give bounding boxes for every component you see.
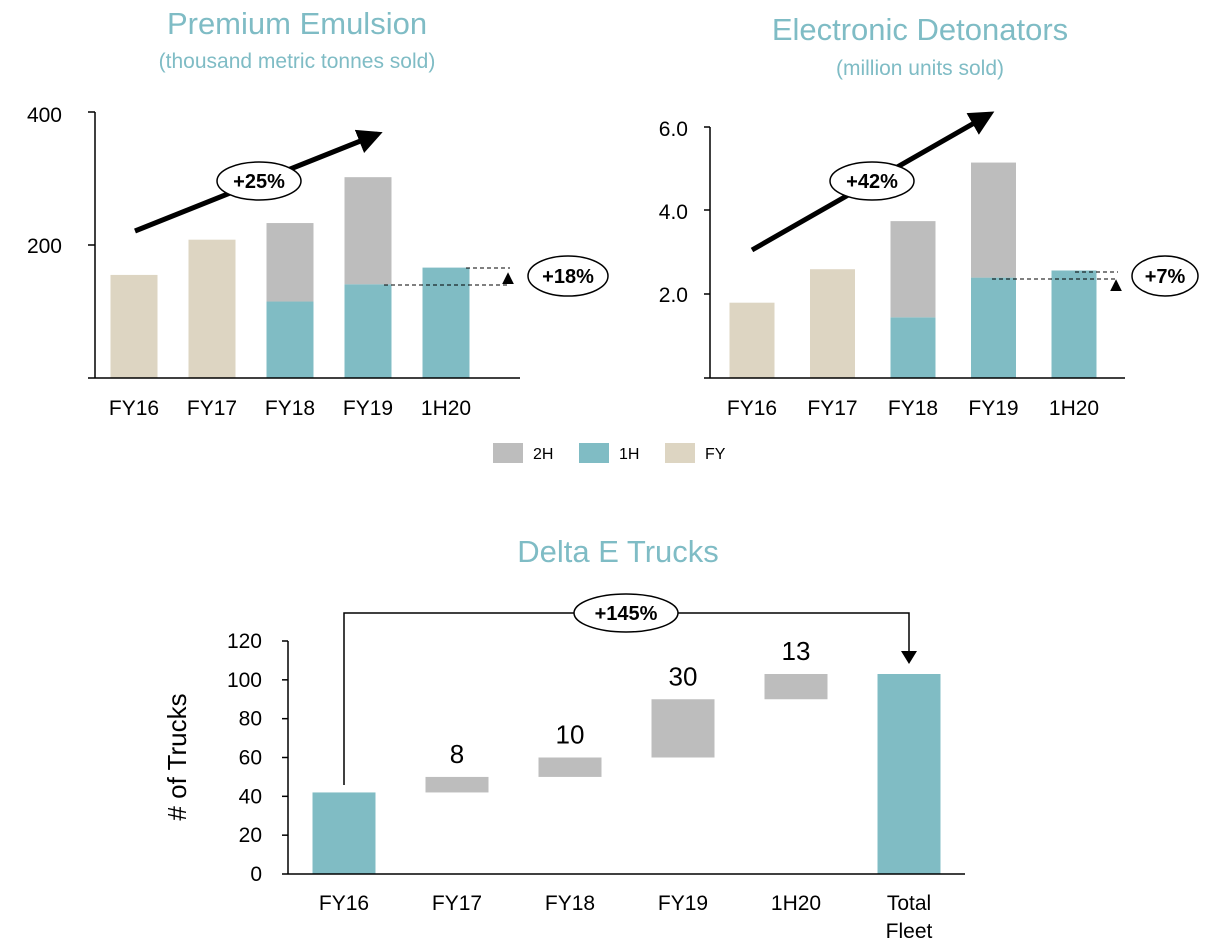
bar-total-fleet [877, 674, 941, 874]
bar-1h-1h20 [1051, 270, 1097, 378]
electronic-detonators-comparison-bubble [1131, 255, 1199, 297]
electronic-detonators-x-labels: FY16 FY17 FY18 FY19 1H20 [727, 397, 1099, 420]
legend-label-fy: FY [705, 446, 726, 463]
delta-e-trucks-title: Delta E Trucks [517, 534, 719, 569]
bar-fy-fy17 [810, 269, 855, 378]
x-tick-label: FY19 [968, 397, 1018, 420]
y-tick-label: 100 [227, 669, 262, 692]
bar-1h-fy18 [266, 301, 314, 378]
bar-fy-fy16 [110, 274, 158, 378]
bar-increment-fy18 [538, 757, 602, 777]
bar-2h-fy18 [266, 223, 314, 302]
y-tick-label: 60 [239, 747, 262, 770]
y-tick-label: 40 [239, 785, 262, 808]
x-tick-label: FY18 [265, 397, 315, 420]
legend-swatch-1h [579, 443, 609, 463]
x-tick-label: FY16 [109, 397, 159, 420]
x-tick-label: 1H20 [771, 892, 821, 915]
legend-label-2h: 2H [533, 446, 553, 463]
delta-e-trucks-y-axis-label: # of Trucks [162, 693, 192, 820]
premium-emulsion-growth-label: +25% [233, 171, 285, 193]
bar-1h-1h20 [422, 267, 470, 378]
y-tick-label: 20 [239, 824, 262, 847]
bar-1h-fy19 [344, 284, 392, 378]
delta-e-trucks-bars [312, 674, 941, 874]
electronic-detonators-up-triangle-icon: ▲ [1106, 274, 1126, 296]
x-tick-label: FY17 [432, 892, 482, 915]
x-tick-label: FY18 [545, 892, 595, 915]
delta-e-trucks-growth-label: +145% [595, 603, 658, 625]
y-tick-label: 80 [239, 708, 262, 731]
premium-emulsion-bars [110, 177, 470, 378]
bar-increment-fy17 [425, 776, 489, 793]
x-tick-label: 1H20 [1049, 397, 1099, 420]
premium-emulsion-ytick-label: 400 [27, 104, 62, 127]
bar-fy-fy17 [188, 239, 236, 378]
electronic-detonators-comparison-label: +7% [1145, 266, 1186, 288]
electronic-detonators-chart: Electronic Detonators (million units sol… [659, 12, 1199, 420]
bar-fy-fy16 [729, 302, 775, 378]
delta-e-trucks-y-ticks: 0 20 40 60 80 100 120 [227, 630, 288, 886]
premium-emulsion-up-triangle-icon: ▲ [498, 267, 518, 289]
legend: 2H 1H FY [493, 443, 726, 463]
x-tick-label: FY17 [187, 397, 237, 420]
electronic-detonators-ytick-label: 4.0 [659, 201, 688, 224]
bar-increment-1h20 [764, 674, 828, 700]
bar-increment-fy19 [651, 699, 715, 758]
x-tick-label: FY19 [343, 397, 393, 420]
electronic-detonators-ytick-label: 2.0 [659, 284, 688, 307]
bar-2h-fy18 [890, 221, 936, 318]
premium-emulsion-subtitle: (thousand metric tonnes sold) [159, 50, 436, 73]
legend-swatch-2h [493, 443, 523, 463]
x-tick-label: FY17 [807, 397, 857, 420]
y-tick-label: 0 [250, 863, 262, 886]
delta-e-trucks-arrowhead-icon [901, 651, 917, 664]
x-tick-label: Total Fleet [886, 892, 933, 943]
premium-emulsion-comparison-label: +18% [542, 266, 594, 288]
electronic-detonators-title: Electronic Detonators [772, 12, 1068, 47]
delta-e-trucks-increment-labels: 8 10 30 13 [450, 636, 811, 769]
bar-1h-fy19 [971, 277, 1016, 378]
premium-emulsion-x-labels: FY16 FY17 FY18 FY19 1H20 [109, 397, 471, 420]
x-tick-label: FY18 [888, 397, 938, 420]
electronic-detonators-subtitle: (million units sold) [836, 57, 1004, 80]
bar-1h-fy18 [890, 317, 936, 378]
bar-fy16 [312, 792, 376, 874]
delta-e-trucks-chart: Delta E Trucks # of Trucks 0 20 40 60 80 100 1… [162, 534, 965, 943]
bar-2h-fy19 [971, 162, 1016, 278]
bar-2h-fy19 [344, 177, 392, 285]
premium-emulsion-growth-bubble [216, 161, 302, 201]
y-tick-label: 120 [227, 630, 262, 653]
electronic-detonators-ytick-label: 6.0 [659, 118, 688, 141]
x-tick-label: FY16 [727, 397, 777, 420]
electronic-detonators-bars [729, 162, 1097, 378]
increment-data-label: 10 [556, 720, 585, 750]
increment-data-label: 13 [782, 636, 811, 666]
x-tick-label: FY19 [658, 892, 708, 915]
x-tick-label: FY16 [319, 892, 369, 915]
x-tick-label: 1H20 [421, 397, 471, 420]
delta-e-trucks-x-labels: FY16 FY17 FY18 FY19 1H20 Total Fleet [319, 892, 933, 943]
electronic-detonators-growth-label: +42% [846, 171, 898, 193]
legend-swatch-fy [665, 443, 695, 463]
premium-emulsion-chart: Premium Emulsion (thousand metric tonnes… [27, 6, 609, 420]
electronic-detonators-growth-bubble [829, 161, 915, 201]
increment-data-label: 30 [669, 661, 698, 691]
legend-label-1h: 1H [619, 446, 639, 463]
premium-emulsion-title: Premium Emulsion [167, 6, 427, 41]
premium-emulsion-comparison-bubble [527, 255, 609, 297]
increment-data-label: 8 [450, 739, 464, 769]
premium-emulsion-ytick-label: 200 [27, 235, 62, 258]
delta-e-trucks-growth-bubble [573, 593, 679, 633]
